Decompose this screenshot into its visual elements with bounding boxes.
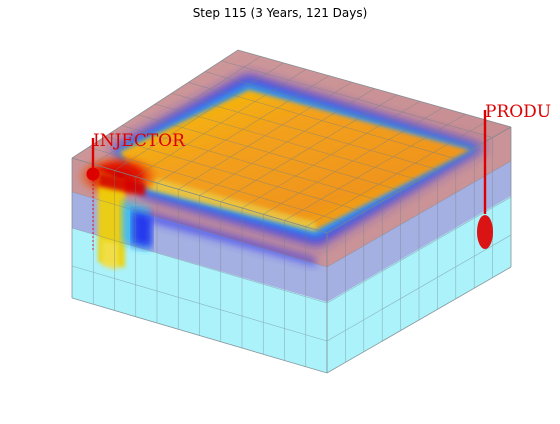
injector-well[interactable]: INJECTOR [86,131,187,252]
producer-well[interactable]: PRODU [477,102,551,249]
step-title: Step 115 (3 Years, 121 Days) [192,6,368,20]
injector-plume [98,172,316,270]
producer-label: PRODU [485,102,551,122]
injector-label: INJECTOR [93,131,186,151]
producer-well-marker [477,215,493,249]
block-outline [71,49,512,374]
